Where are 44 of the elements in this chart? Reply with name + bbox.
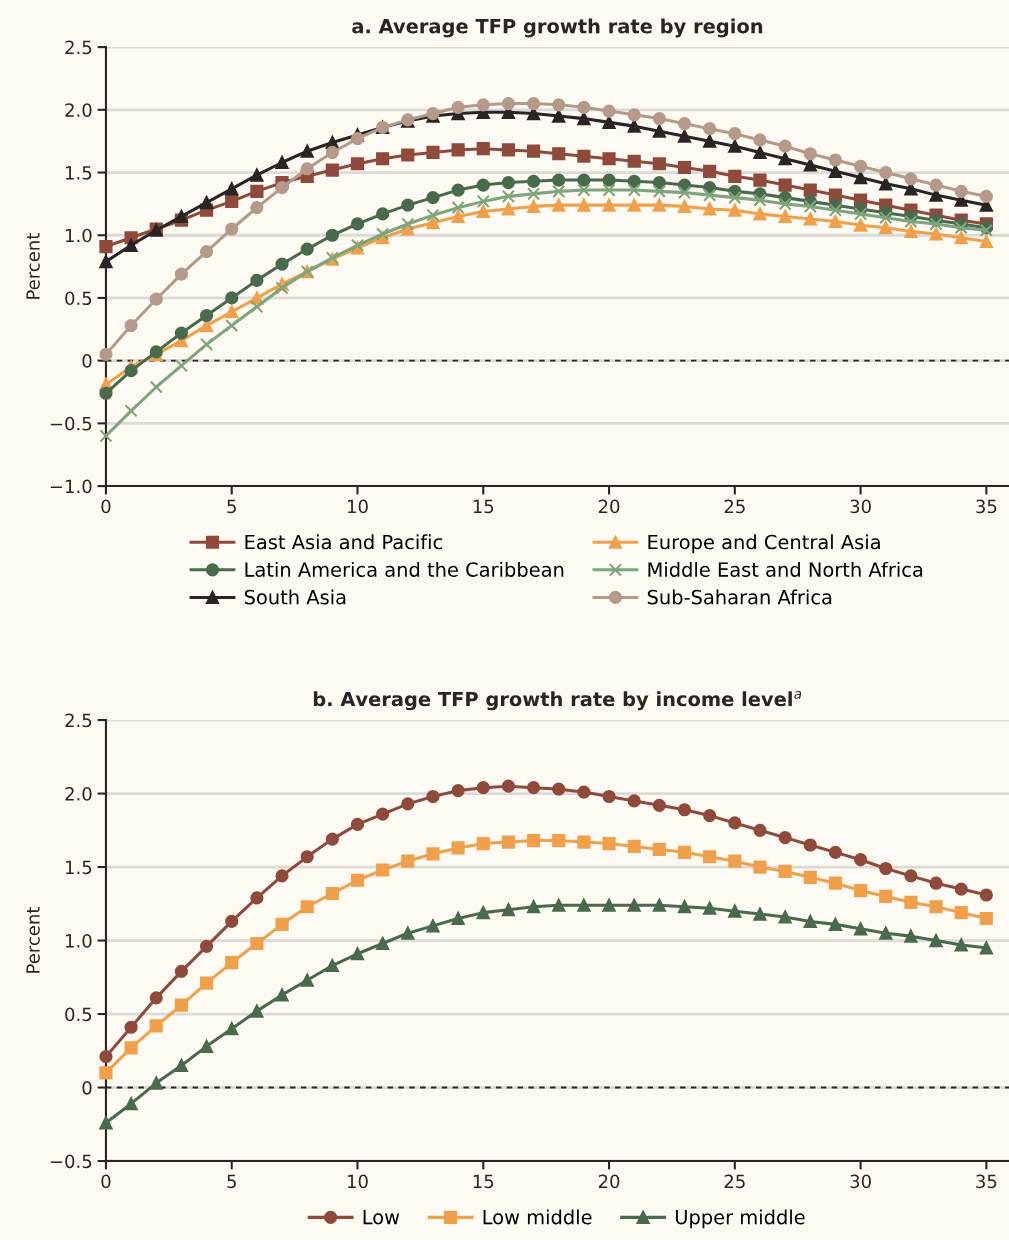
y-tick-label: 1.0 [66,228,92,243]
y-tick-label: 0.5 [65,291,92,306]
y-tick-label: −0.5 [50,416,92,431]
x-tick-label: 10 [347,1174,368,1189]
x-tick-label: 25 [724,1174,745,1189]
x-tick-label: 5 [227,499,236,514]
x-tick-label: 0 [101,1174,111,1189]
y-tick-label: 1.5 [66,860,92,875]
legend-label: East Asia and Pacific [245,534,442,550]
x-tick-label: 0 [101,499,111,514]
y-tick-label: 1.0 [66,934,92,948]
y-tick-label: −0.5 [50,1154,92,1169]
legend-label: Europe and Central Asia [648,534,880,554]
x-tick-label: 30 [850,1174,871,1189]
y-axis-title: Percent [26,233,40,299]
legend-label: Sub-Saharan Africa [647,589,832,605]
x-tick-label: 15 [473,1174,494,1189]
y-tick-label: 0 [82,1080,92,1095]
y-tick-label: 2.5 [65,40,92,55]
legend-label: Low [363,1209,400,1225]
legend-label: Middle East and North Africa [648,561,923,577]
legend-label: Low middle [483,1209,592,1225]
x-tick-label: 5 [227,1174,236,1189]
x-tick-label: 35 [976,499,997,514]
x-tick-label: 10 [347,499,368,514]
x-tick-label: 25 [724,499,745,514]
x-tick-label: 15 [473,499,494,514]
y-tick-label: 0.5 [65,1007,92,1022]
y-tick-label: 2.5 [65,713,92,728]
legend-label: Upper middle [675,1209,805,1229]
y-tick-label: 2.0 [65,787,92,801]
legend-label: Latin America and the Caribbean [245,561,564,577]
y-tick-label: 2.0 [65,103,92,117]
x-tick-label: 20 [598,1174,620,1189]
y-tick-label: −1.0 [50,479,92,494]
x-tick-label: 30 [850,499,871,514]
y-axis-title: Percent [26,907,40,973]
chart-title: b. Average TFP growth rate by income level$^{a}$ [313,691,802,711]
x-tick-label: 35 [976,1174,997,1189]
y-tick-label: 1.5 [66,166,92,180]
y-tick-label: 0 [82,354,92,368]
legend-label: South Asia [244,589,346,605]
chart-title: a. Average TFP growth rate by region [352,18,763,38]
x-tick-label: 20 [598,499,620,514]
